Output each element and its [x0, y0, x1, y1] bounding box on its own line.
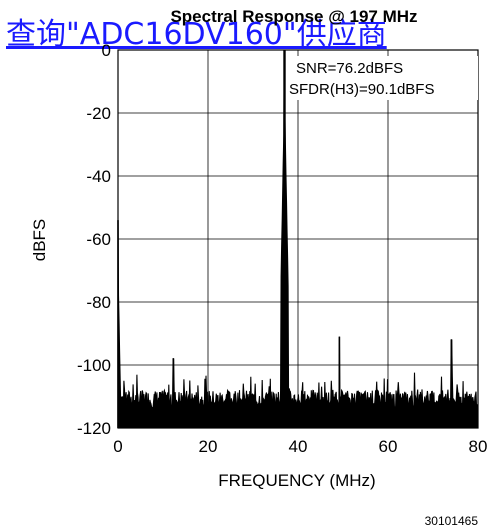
sfdr-annotation: SFDR(H3)=90.1dBFS	[289, 81, 434, 98]
y-tick-label: 0	[102, 41, 111, 60]
y-tick-label: -40	[86, 167, 111, 186]
y-tick-label: -80	[86, 293, 111, 312]
y-tick-label: -100	[77, 356, 111, 375]
figure-number: 30101465	[424, 514, 478, 528]
tick-labels: 0 20 40 60 80 0 -20 -40 -60 -80 -100 -120	[77, 41, 487, 456]
x-tick-label: 20	[199, 437, 218, 456]
plot-frame	[117, 49, 479, 429]
annotation-box: SNR=76.2dBFS SFDR(H3)=90.1dBFS	[286, 56, 478, 100]
snr-annotation: SNR=76.2dBFS	[296, 60, 403, 77]
x-tick-label: 40	[289, 437, 308, 456]
annotation-background	[286, 56, 478, 100]
y-tick-label: -120	[77, 419, 111, 438]
noise-floor-fill	[118, 50, 478, 428]
grid	[117, 49, 479, 429]
y-tick-label: -20	[86, 104, 111, 123]
x-axis-label: FREQUENCY (MHz)	[218, 471, 375, 490]
x-tick-label: 80	[469, 437, 488, 456]
chart-title: Spectral Response @ 197 MHz	[170, 7, 417, 26]
y-tick-label: -60	[86, 230, 111, 249]
x-tick-label: 0	[113, 437, 122, 456]
supplier-link[interactable]: 查询"ADC16DV160"供应商	[6, 17, 387, 52]
x-tick-label: 60	[379, 437, 398, 456]
y-axis-label: dBFS	[30, 219, 49, 262]
